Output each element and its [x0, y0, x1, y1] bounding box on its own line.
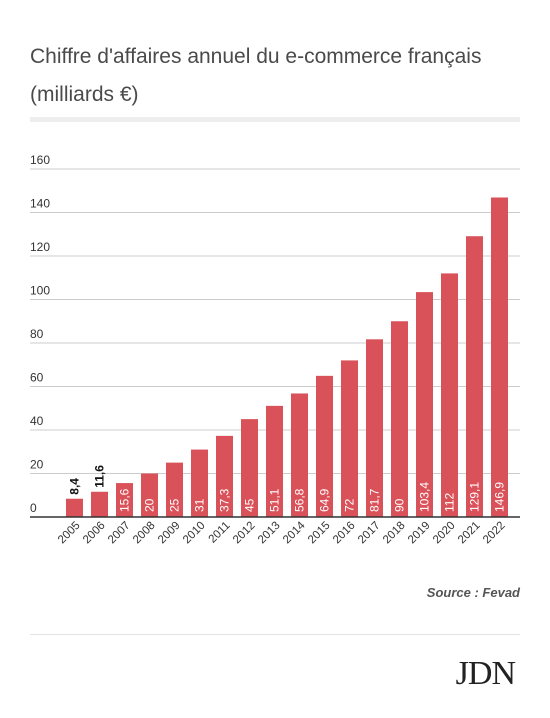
bar-value-label: 146,9 — [493, 482, 507, 512]
jdn-logo: JDN — [455, 655, 516, 692]
bar — [216, 435, 233, 517]
bar-value-label: 64,9 — [318, 488, 332, 512]
x-tick-label: 2013 — [256, 520, 283, 547]
x-tick-label: 2011 — [207, 520, 233, 546]
x-tick-label: 2010 — [181, 520, 208, 547]
bar — [316, 375, 333, 517]
footer-divider — [30, 634, 520, 635]
bar — [391, 321, 408, 517]
x-tick-label: 2019 — [406, 520, 433, 547]
bar-chart: 0 20 40 60 80 100 120 140 160 8,4 2005 11,6 2006 15,6… — [30, 153, 520, 547]
bar — [266, 405, 283, 517]
bar-value-label: 81,7 — [368, 488, 382, 512]
bar-value-label: 56,8 — [293, 488, 307, 512]
y-tick-label: 140 — [30, 197, 50, 211]
bar-value-label: 72 — [343, 498, 357, 512]
x-tick-label: 2018 — [381, 520, 408, 547]
bar — [291, 393, 308, 517]
bar-value-label: 129,1 — [468, 482, 482, 512]
bar-value-label: 31 — [193, 498, 207, 512]
bar-value-label: 112 — [443, 493, 457, 512]
bar-value-label: 15,6 — [118, 488, 132, 512]
bar — [141, 473, 158, 517]
x-tick-label: 2005 — [56, 520, 83, 547]
y-tick-label: 60 — [30, 371, 44, 385]
x-tick-label: 2012 — [231, 520, 258, 547]
bar-value-label: 51,1 — [268, 488, 282, 512]
bar-value-label: 8,4 — [68, 478, 82, 495]
chart-title: Chiffre d'affaires annuel du e-commerce … — [30, 45, 482, 106]
bar-value-label: 45 — [243, 498, 257, 512]
bar — [191, 449, 208, 517]
y-tick-label: 0 — [30, 501, 37, 515]
y-tick-label: 20 — [30, 458, 44, 472]
bar-value-label: 11,6 — [93, 465, 107, 488]
bar — [241, 419, 258, 517]
bar — [66, 498, 83, 517]
x-tick-label: 2021 — [456, 520, 483, 547]
bar — [91, 491, 108, 517]
bar — [166, 462, 183, 517]
y-tick-label: 100 — [30, 284, 50, 298]
y-tick-label: 40 — [30, 414, 44, 428]
x-tick-label: 2008 — [131, 520, 158, 547]
x-tick-label: 2017 — [356, 520, 383, 547]
bar-value-label: 20 — [143, 498, 157, 512]
source-label: Source : Fevad — [426, 585, 520, 600]
x-tick-label: 2020 — [431, 520, 458, 547]
x-tick-label: 2007 — [106, 520, 133, 547]
y-tick-label: 120 — [30, 240, 50, 254]
x-tick-label: 2006 — [81, 520, 108, 547]
y-tick-label: 80 — [30, 327, 44, 341]
bar-value-label: 37,3 — [218, 488, 232, 512]
bar-value-label: 103,4 — [418, 482, 432, 512]
x-tick-label: 2022 — [481, 520, 508, 547]
x-tick-label: 2009 — [156, 520, 183, 547]
y-tick-label: 160 — [30, 153, 50, 167]
bar-value-label: 25 — [168, 498, 182, 512]
bar-value-label: 90 — [393, 498, 407, 512]
bar — [416, 292, 433, 517]
bar — [491, 197, 508, 517]
bar — [466, 236, 483, 517]
bar — [441, 273, 458, 517]
x-tick-label: 2015 — [306, 520, 333, 547]
x-tick-label: 2016 — [331, 520, 358, 547]
x-tick-label: 2014 — [281, 519, 308, 546]
bar — [341, 360, 358, 517]
title-divider — [30, 117, 520, 122]
bar — [116, 483, 133, 517]
bar — [366, 339, 383, 517]
